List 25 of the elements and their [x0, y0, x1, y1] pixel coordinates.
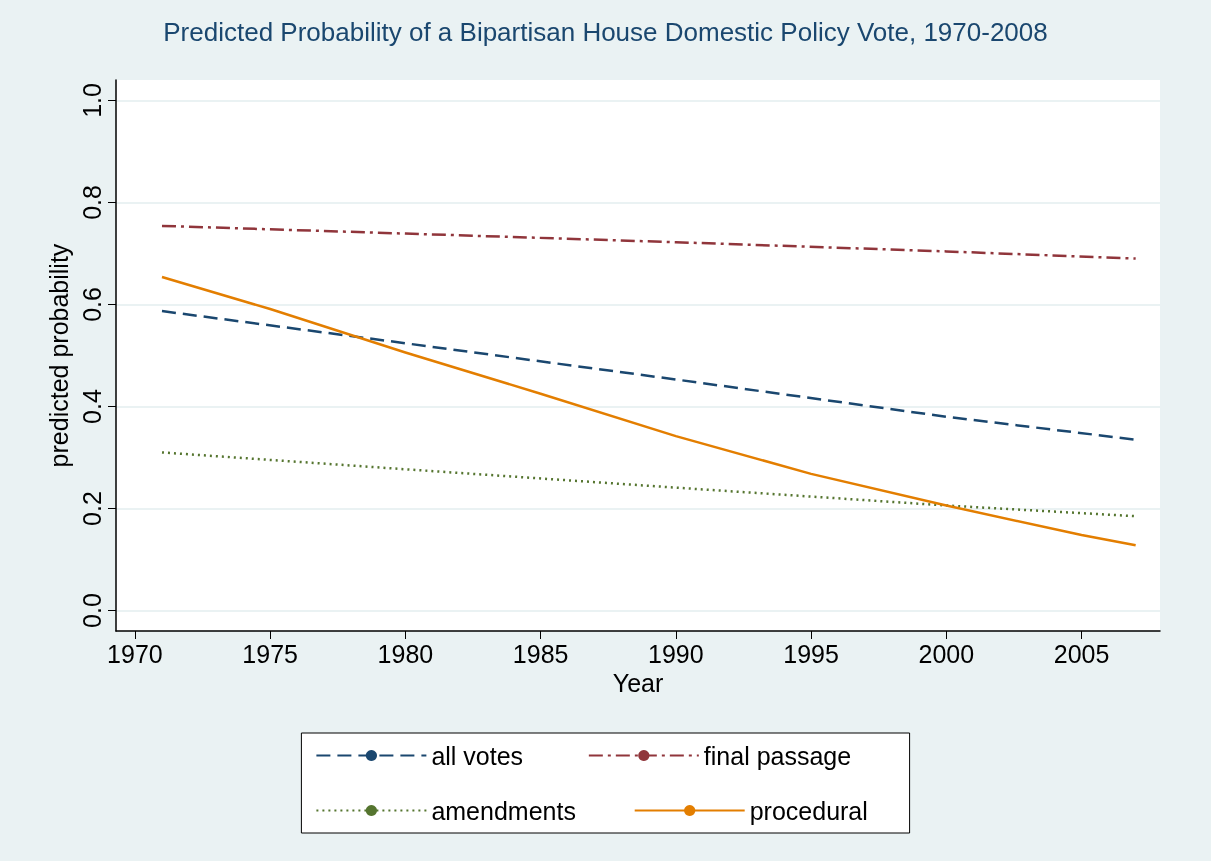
legend-label: final passage — [703, 741, 859, 770]
y-tick-label: 0.2 — [77, 491, 106, 526]
y-tick-label: 0.4 — [77, 389, 106, 424]
y-tick-label: 0.6 — [77, 287, 106, 322]
x-tick-label: 1985 — [512, 639, 569, 668]
line-series — [160, 451, 1137, 518]
x-axis-title: Year — [612, 669, 664, 698]
x-tick-label: 1990 — [648, 639, 704, 668]
x-tick-label: 2005 — [1053, 639, 1110, 668]
x-tick-label: 2000 — [918, 639, 975, 668]
legend-label: procedural — [749, 796, 896, 825]
y-tick-label: 1.0 — [77, 83, 106, 118]
x-tick-label: 1975 — [242, 639, 298, 668]
legend-label: all votes — [431, 741, 558, 770]
x-tick-label: 1995 — [783, 639, 839, 668]
x-tick-label: 1970 — [107, 639, 163, 668]
line-series — [160, 275, 1137, 547]
y-axis-title: predicted probability — [44, 243, 73, 468]
legend-label: amendments — [431, 796, 604, 825]
chart-title: Predicted Probability of a Bipartisan House Domestic Policy Vote, 1970-2008 — [163, 17, 1048, 47]
y-tick-label: 0.0 — [77, 593, 106, 628]
y-tick-label: 0.8 — [77, 185, 106, 220]
line-series — [160, 309, 1137, 441]
x-tick-label: 1980 — [377, 639, 434, 668]
line-series — [160, 224, 1137, 260]
